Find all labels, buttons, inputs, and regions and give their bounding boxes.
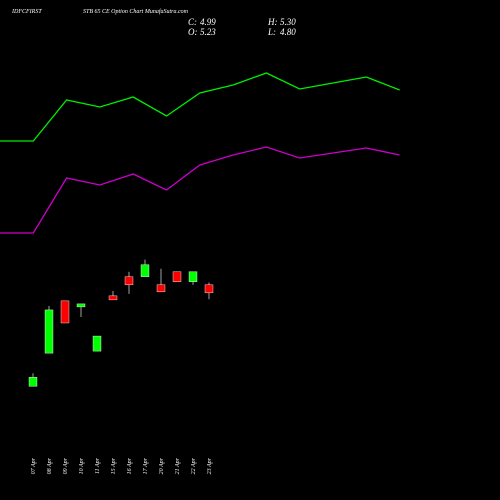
x-tick-label: 22 Apr <box>191 457 197 474</box>
x-tick-label: 20 Apr <box>159 457 165 474</box>
candle-body <box>156 284 166 293</box>
summary-value: 5.30 <box>280 17 296 27</box>
x-tick-label: 21 Apr <box>175 457 181 474</box>
candle-body <box>140 264 150 277</box>
summary-label: L: <box>267 27 276 37</box>
summary-label: H: <box>267 17 278 27</box>
candle-body <box>204 284 214 294</box>
chart-title: STB 65 CE Option Chart MunafaSutra.com <box>83 8 189 15</box>
x-tick-label: 09 Apr <box>63 457 69 474</box>
candle-body <box>188 271 198 282</box>
candle-body <box>60 300 70 324</box>
x-tick-label: 07 Apr <box>31 457 37 474</box>
candle-body <box>28 377 38 387</box>
summary-value: 5.23 <box>200 27 216 37</box>
candle-body <box>124 276 134 285</box>
x-tick-label: 08 Apr <box>47 457 53 474</box>
candle-body <box>108 295 118 301</box>
x-tick-label: 15 Apr <box>111 457 117 474</box>
x-tick-label: 10 Apr <box>79 457 85 474</box>
summary-value: 4.80 <box>280 27 296 37</box>
candle-body <box>76 303 86 308</box>
candle-body <box>44 309 54 354</box>
indicator-line <box>0 146 400 234</box>
x-tick-label: 17 Apr <box>143 457 149 474</box>
summary-label: C: <box>188 17 197 27</box>
candle-body <box>172 271 182 282</box>
candle-body <box>92 335 102 352</box>
summary-label: O: <box>188 27 198 37</box>
x-tick-label: 16 Apr <box>127 457 133 474</box>
indicator-line <box>0 72 400 142</box>
x-tick-label: 11 Apr <box>95 457 101 474</box>
summary-value: 4.99 <box>200 17 216 27</box>
symbol: IDFCFIRST <box>11 9 42 15</box>
x-tick-label: 23 Apr <box>207 457 213 474</box>
